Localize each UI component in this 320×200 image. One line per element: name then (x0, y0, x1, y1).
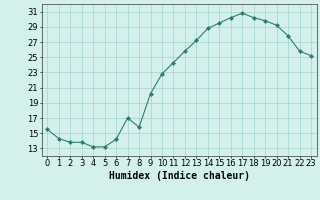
X-axis label: Humidex (Indice chaleur): Humidex (Indice chaleur) (109, 171, 250, 181)
